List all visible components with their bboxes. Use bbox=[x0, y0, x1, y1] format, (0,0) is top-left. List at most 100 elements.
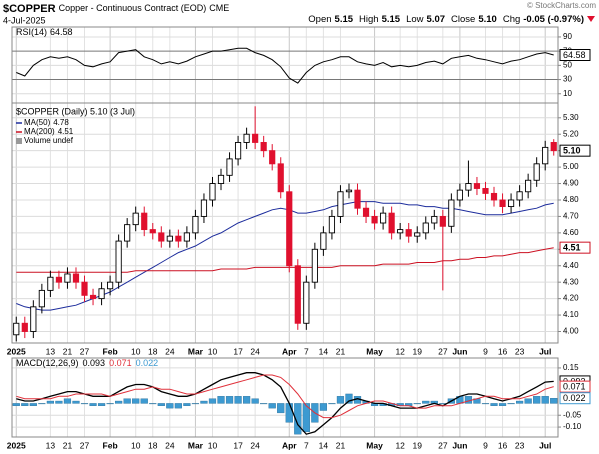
candle-body bbox=[499, 199, 506, 208]
x-tick-label: 24 bbox=[250, 346, 260, 356]
candle-body bbox=[277, 163, 284, 193]
candle-body bbox=[473, 183, 481, 189]
histogram-bar bbox=[97, 403, 106, 406]
histogram-bar bbox=[328, 403, 336, 405]
candle-body bbox=[132, 212, 139, 226]
header-title: $COPPER Copper - Continuous Contract (EO… bbox=[3, 3, 229, 15]
candle-body bbox=[72, 273, 80, 283]
candle-body bbox=[542, 146, 549, 165]
histogram-bar bbox=[242, 396, 251, 404]
symbol: $COPPER bbox=[3, 3, 56, 15]
value-box bbox=[559, 144, 591, 157]
histogram-bar bbox=[541, 396, 549, 404]
histogram-bar bbox=[166, 403, 174, 409]
histogram-bar bbox=[319, 403, 328, 411]
value-box-label: 5.10 bbox=[563, 146, 581, 156]
quote-label: Close bbox=[451, 14, 475, 25]
y-tick-label: 0.15 bbox=[563, 363, 579, 372]
candle-body bbox=[482, 188, 489, 194]
histogram-bar bbox=[174, 403, 182, 409]
x-tick-label: 27 bbox=[438, 346, 448, 356]
histogram-bar bbox=[200, 400, 208, 404]
rsi-line bbox=[16, 47, 554, 84]
quote-label: Low bbox=[406, 14, 424, 25]
x-tick-label: 16 bbox=[498, 440, 508, 450]
histogram-bar bbox=[294, 403, 302, 435]
candle-body bbox=[13, 322, 20, 336]
histogram-bar bbox=[422, 400, 430, 404]
legend-value: 0.022 bbox=[136, 358, 159, 368]
candle-body bbox=[234, 142, 242, 160]
legend-value: 64.58 bbox=[50, 27, 73, 37]
candle-body bbox=[124, 224, 131, 242]
candle-body bbox=[294, 265, 301, 324]
quote-label: Chg bbox=[503, 14, 520, 25]
x-tick-label: Feb bbox=[103, 440, 118, 450]
value-box-label: 4.51 bbox=[563, 243, 581, 253]
candle-body bbox=[388, 212, 395, 234]
y-tick-label: -0.05 bbox=[563, 410, 582, 419]
histogram-bar bbox=[234, 396, 242, 404]
candle-body bbox=[115, 240, 122, 283]
histogram-bar bbox=[89, 403, 97, 406]
histogram-bar bbox=[550, 398, 558, 404]
x-tick-label: May bbox=[366, 440, 383, 450]
x-tick-label: Mar bbox=[188, 346, 204, 356]
histogram-bar bbox=[12, 403, 20, 406]
legend-value: 4.51 bbox=[58, 127, 74, 136]
value-box bbox=[559, 392, 591, 405]
histogram-bar bbox=[106, 403, 114, 405]
candle-body bbox=[200, 199, 208, 217]
histogram-bar bbox=[507, 403, 515, 405]
y-tick-label: 5.20 bbox=[563, 129, 579, 138]
x-tick-label: 21 bbox=[63, 440, 73, 450]
value-box-label: 64.58 bbox=[563, 50, 586, 60]
candle-body bbox=[81, 281, 88, 296]
histogram-bar bbox=[123, 398, 131, 404]
candle-body bbox=[380, 212, 387, 224]
x-tick-label: 10 bbox=[131, 346, 141, 356]
candle-body bbox=[422, 222, 429, 234]
value-box bbox=[559, 48, 591, 61]
x-tick-label: Jul bbox=[539, 346, 551, 356]
histogram-bar bbox=[72, 400, 80, 404]
candle-body bbox=[354, 189, 361, 209]
value-box-label: 0.022 bbox=[563, 393, 586, 403]
x-tick-label: 18 bbox=[148, 346, 158, 356]
candle-body bbox=[371, 215, 378, 224]
panel-title: $COPPER (Daily) 5.10 (3 Jul) bbox=[16, 106, 135, 116]
legend-name: MA(200) bbox=[24, 127, 55, 136]
histogram-bar bbox=[490, 403, 498, 406]
candle-body bbox=[192, 215, 199, 234]
legend-name: MA(50) bbox=[24, 118, 51, 127]
candle-body bbox=[397, 229, 404, 234]
histogram-bar bbox=[481, 403, 490, 405]
candle-body bbox=[286, 191, 293, 267]
x-tick-label: 24 bbox=[165, 346, 175, 356]
quote-value: 5.07 bbox=[427, 14, 446, 25]
histogram-bar bbox=[217, 396, 225, 404]
candle-body bbox=[328, 215, 336, 234]
candle-body bbox=[64, 273, 71, 283]
exchange: CME bbox=[209, 3, 229, 13]
legend-entry: MA(50) 4.78 bbox=[24, 118, 69, 127]
legend-title: MACD(12,26,9) bbox=[16, 358, 79, 368]
histogram-bar bbox=[515, 400, 524, 404]
candle-body bbox=[89, 294, 97, 300]
x-tick-label: Jul bbox=[539, 440, 551, 450]
histogram-bar bbox=[225, 396, 234, 404]
histogram-bar bbox=[29, 403, 37, 406]
quote-value: 5.15 bbox=[382, 14, 401, 25]
candle-body bbox=[456, 189, 463, 201]
histogram-bar bbox=[38, 403, 46, 405]
candle-body bbox=[38, 289, 45, 308]
candle-body bbox=[141, 212, 148, 231]
candle-body bbox=[158, 232, 165, 242]
histogram-bar bbox=[302, 403, 310, 432]
y-tick-label: 50 bbox=[563, 60, 572, 69]
panel-legend: RSI(14) 64.58 bbox=[16, 27, 73, 37]
histogram-bar bbox=[345, 393, 353, 404]
x-tick-label: Jun bbox=[452, 346, 467, 356]
candle-body bbox=[107, 281, 114, 290]
